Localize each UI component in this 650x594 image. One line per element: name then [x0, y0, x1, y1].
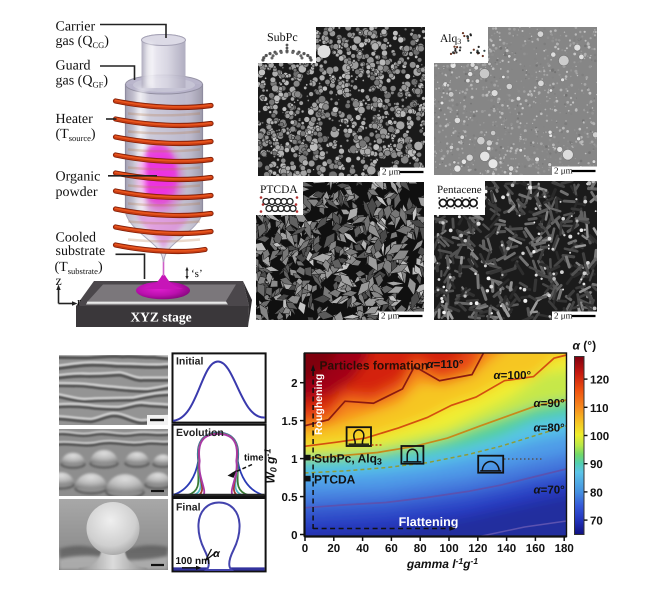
svg-text:gamma l-1g-1: gamma l-1g-1	[406, 556, 478, 571]
svg-text:40: 40	[356, 543, 369, 555]
svg-text:2 μm: 2 μm	[381, 311, 400, 321]
svg-text:100 nm: 100 nm	[176, 556, 211, 567]
svg-text:60: 60	[385, 543, 398, 555]
svg-text:SubPc: SubPc	[267, 30, 298, 44]
svg-text:r: r	[77, 295, 81, 309]
svg-text:SubPc, Alq3: SubPc, Alq3	[314, 452, 382, 467]
svg-text:70: 70	[590, 516, 603, 528]
svg-text:1.5: 1.5	[282, 416, 299, 428]
svg-text:140: 140	[497, 543, 516, 555]
svg-text:z: z	[56, 274, 62, 289]
svg-text:substrate: substrate	[56, 244, 106, 259]
svg-text:Pentacene: Pentacene	[437, 184, 482, 196]
svg-text:2 μm: 2 μm	[382, 167, 401, 177]
svg-text:Evolution: Evolution	[176, 427, 224, 439]
svg-text:Final: Final	[176, 502, 201, 514]
svg-text:powder: powder	[56, 185, 98, 200]
svg-text:20: 20	[327, 543, 340, 555]
svg-text:PTCDA: PTCDA	[314, 473, 356, 487]
svg-text:α: α	[213, 548, 221, 560]
svg-text:XYZ stage: XYZ stage	[130, 310, 191, 325]
svg-text:Flattening: Flattening	[399, 515, 459, 529]
svg-text:80: 80	[590, 487, 603, 499]
svg-text:Heater: Heater	[56, 112, 94, 127]
svg-text:Particles formation: Particles formation	[320, 359, 429, 373]
svg-text:120: 120	[590, 375, 609, 387]
svg-text:α=70°: α=70°	[534, 485, 566, 497]
svg-text:gas (QGF): gas (QGF)	[56, 74, 109, 90]
svg-text:α=90°: α=90°	[534, 398, 566, 410]
svg-text:2: 2	[291, 378, 297, 390]
svg-text:100: 100	[590, 431, 609, 443]
svg-text:120: 120	[468, 543, 487, 555]
svg-text:(Tsource): (Tsource)	[56, 127, 96, 143]
svg-text:W0 g-1: W0 g-1	[263, 448, 279, 483]
svg-text:α (°): α (°)	[573, 339, 597, 353]
svg-text:0: 0	[291, 530, 297, 542]
svg-text:Guard: Guard	[56, 59, 91, 74]
svg-text:Roughening: Roughening	[313, 374, 325, 435]
svg-text:110: 110	[590, 403, 609, 415]
svg-text:Alq3: Alq3	[440, 33, 461, 46]
svg-text:α=80°: α=80°	[534, 423, 566, 435]
svg-text:Carrier: Carrier	[56, 20, 96, 35]
svg-text:Initial: Initial	[176, 356, 204, 368]
svg-text:1: 1	[291, 454, 298, 466]
svg-text:100: 100	[439, 543, 458, 555]
svg-text:α=100°: α=100°	[494, 370, 532, 382]
svg-text:Organic: Organic	[56, 170, 101, 185]
svg-text:gas (QCG): gas (QCG)	[56, 34, 110, 50]
svg-text:α=110°: α=110°	[427, 359, 464, 371]
svg-text:80: 80	[414, 543, 427, 555]
svg-text:‘s’: ‘s’	[191, 268, 203, 280]
svg-text:PTCDA: PTCDA	[260, 184, 298, 196]
svg-text:(Tsubstrate): (Tsubstrate)	[55, 260, 103, 276]
svg-text:0: 0	[302, 543, 308, 555]
svg-text:time: time	[244, 453, 264, 464]
svg-text:0.5: 0.5	[282, 492, 299, 504]
svg-text:Cooled: Cooled	[56, 231, 96, 246]
svg-text:160: 160	[526, 543, 545, 555]
svg-text:90: 90	[590, 459, 603, 471]
svg-text:180: 180	[555, 543, 574, 555]
svg-text:2 μm: 2 μm	[554, 166, 573, 176]
svg-text:2 μm: 2 μm	[554, 311, 573, 321]
